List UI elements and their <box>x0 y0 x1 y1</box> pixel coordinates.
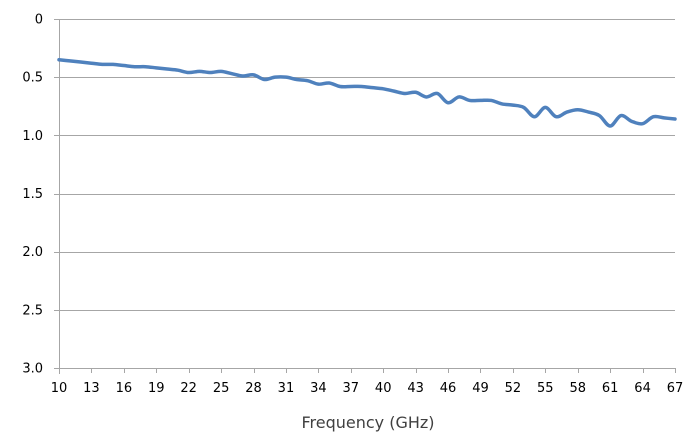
x-tick-label: 40 <box>375 381 392 396</box>
y-tick-label: 1.5 <box>22 187 43 202</box>
x-tick-label: 67 <box>667 381 684 396</box>
y-tick-label: 2.5 <box>22 303 43 318</box>
x-tick-label: 19 <box>148 381 165 396</box>
series-line-0 <box>57 57 677 128</box>
x-tick-labels: 10 13 16 19 22 25 28 31 34 37 40 43 46 49 52 55 58 61 64 67 <box>51 381 684 396</box>
y-tick-label: 2.0 <box>22 245 43 260</box>
y-tick-label: 0 <box>35 13 43 28</box>
x-tick-label: 46 <box>440 381 457 396</box>
x-tick-label: 13 <box>83 381 100 396</box>
x-tick-label: 28 <box>245 381 262 396</box>
series-layer <box>57 57 677 128</box>
y-tick-label: 3.0 <box>22 362 43 377</box>
x-tick-label: 16 <box>116 381 133 396</box>
x-tick-label: 64 <box>634 381 651 396</box>
x-tick-label: 58 <box>569 381 586 396</box>
x-tick-label: 49 <box>472 381 489 396</box>
x-tick-label: 34 <box>310 381 327 396</box>
gridlines <box>59 19 675 369</box>
x-axis-title: Frequency (GHz) <box>301 413 434 432</box>
x-tick-label: 43 <box>407 381 424 396</box>
x-tick-label: 37 <box>343 381 360 396</box>
x-tick-label: 52 <box>505 381 522 396</box>
x-tick-label: 61 <box>602 381 619 396</box>
x-tick-label: 10 <box>51 381 68 396</box>
axes <box>54 19 676 374</box>
x-tick-label: 25 <box>213 381 230 396</box>
x-tick-label: 22 <box>180 381 197 396</box>
x-tick-label: 31 <box>278 381 295 396</box>
y-tick-label: 0.5 <box>22 71 43 86</box>
x-tick-label: 55 <box>537 381 554 396</box>
y-tick-labels: 0 0.5 1.0 1.5 2.0 2.5 3.0 <box>22 13 43 377</box>
y-tick-label: 1.0 <box>22 129 43 144</box>
